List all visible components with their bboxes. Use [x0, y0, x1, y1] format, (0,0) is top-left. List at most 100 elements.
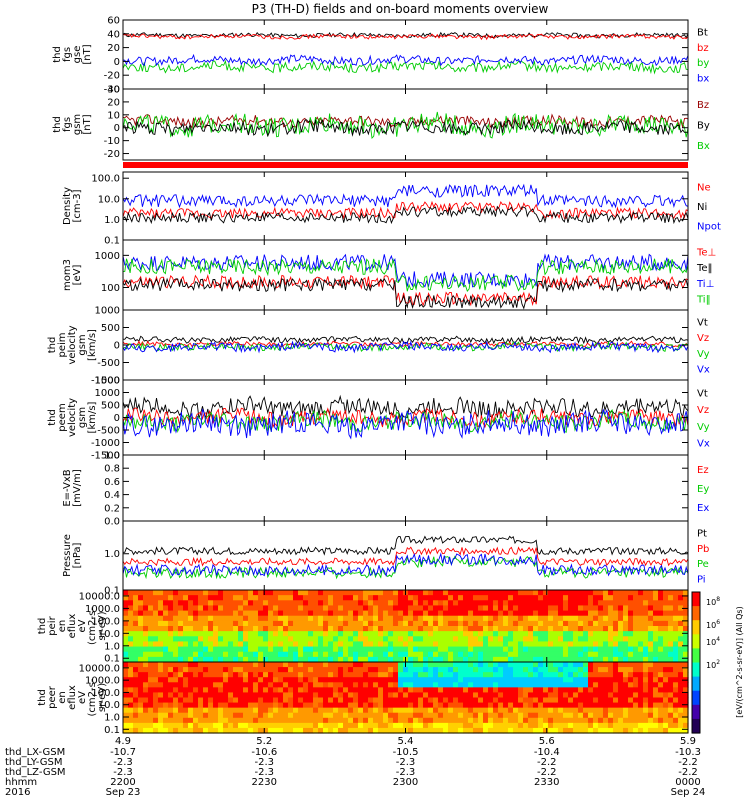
spectrogram-cell — [363, 697, 369, 704]
spectrogram-cell — [218, 600, 224, 607]
spectrogram-cell — [358, 697, 364, 704]
spectrogram-cell — [403, 682, 409, 688]
spectrogram-cell — [588, 636, 594, 643]
spectrogram-cell — [493, 697, 499, 704]
spectrogram-cell — [223, 615, 229, 622]
spectrogram-cell — [283, 692, 289, 699]
spectrogram-cell — [463, 712, 469, 719]
spectrogram-cell — [168, 727, 174, 734]
spectrogram-cell — [248, 631, 254, 637]
spectrogram-cell — [293, 641, 299, 648]
spectrogram-cell — [248, 600, 254, 607]
legend-entry: Vt — [697, 389, 708, 400]
spectrogram-cell — [193, 722, 199, 729]
spectrogram-cell — [348, 692, 354, 699]
spectrogram-cell — [628, 717, 634, 724]
spectrogram-cell — [593, 712, 599, 719]
y-label-line: velocity — [67, 325, 78, 364]
spectrogram-cell — [548, 646, 554, 653]
spectrogram-cell — [268, 687, 274, 694]
spectrogram-cell — [308, 692, 314, 699]
spectrogram-cell — [443, 646, 449, 653]
spectrogram-cell — [263, 672, 269, 678]
spectrogram-cell — [353, 712, 359, 719]
spectrogram-cell — [133, 615, 139, 622]
spectrogram-cell — [153, 692, 159, 699]
spectrogram-cell — [173, 692, 179, 699]
spectrogram-cell — [293, 605, 299, 612]
legend-entry: Vt — [697, 318, 708, 329]
spectrogram-cell — [278, 615, 284, 622]
spectrogram-cell — [638, 631, 644, 637]
spectrogram-cell — [533, 610, 539, 617]
y-tick-label: 0 — [114, 341, 120, 352]
spectrogram-cell — [518, 727, 524, 734]
spectrogram-cell — [663, 687, 669, 694]
y-label-line: Pressure — [62, 534, 73, 577]
spectrogram-cell — [348, 651, 354, 658]
spectrogram-cell — [193, 672, 199, 678]
spectrogram-cell — [303, 656, 309, 663]
spectrogram-cell — [233, 697, 239, 704]
colorbar-segment — [692, 620, 700, 635]
spectrogram-cell — [343, 677, 349, 683]
y-tick-label: 1.0 — [104, 549, 120, 560]
spectrogram-cell — [443, 707, 449, 714]
spectrogram-cell — [278, 590, 284, 596]
spectrogram-cell — [248, 656, 254, 663]
spectrogram-cell — [608, 641, 614, 648]
spectrogram-cell — [488, 605, 494, 612]
spectrogram-cell — [633, 646, 639, 653]
spectrogram-cell — [163, 687, 169, 694]
spectrogram-cell — [293, 727, 299, 734]
spectrogram-cell — [628, 631, 634, 637]
spectrogram-cell — [538, 595, 544, 601]
spectrogram-cell — [558, 651, 564, 658]
spectrogram-cell — [503, 600, 509, 607]
spectrogram-cell — [488, 656, 494, 663]
legend-entry: bz — [697, 43, 709, 54]
spectrogram-cell — [493, 636, 499, 643]
spectrogram-cell — [603, 687, 609, 694]
spectrogram-cell — [653, 667, 659, 673]
spectrogram-cell — [163, 677, 169, 683]
spectrogram-cell — [213, 615, 219, 622]
spectrogram-cell — [553, 651, 559, 658]
spectrogram-cell — [673, 662, 679, 668]
spectrogram-cell — [638, 722, 644, 729]
spectrogram-cell — [413, 707, 419, 714]
spectrogram-cell — [193, 600, 199, 607]
spectrogram-cell — [293, 615, 299, 622]
spectrogram-cell — [438, 646, 444, 653]
spectrogram-cell — [613, 631, 619, 637]
spectrogram-cell — [338, 697, 344, 704]
spectrogram-cell — [468, 651, 474, 658]
spectrogram-cell — [133, 656, 139, 663]
spectrogram-cell — [398, 626, 404, 632]
spectrogram-cell — [458, 702, 464, 709]
spectrogram-cell — [363, 722, 369, 729]
spectrogram-cell — [188, 712, 194, 719]
colorbar-tick-label: 102 — [706, 659, 720, 670]
spectrogram-cell — [633, 677, 639, 683]
spectrogram-cell — [508, 626, 514, 632]
spectrogram-cell — [368, 692, 374, 699]
spectrogram-cell — [238, 672, 244, 678]
spectrogram-cell — [233, 712, 239, 719]
spectrogram-cell — [398, 615, 404, 622]
spectrogram-cell — [123, 667, 129, 673]
spectrogram-cell — [558, 605, 564, 612]
spectrogram-cell — [538, 707, 544, 714]
spectrogram-cell — [298, 590, 304, 596]
spectrogram-cell — [273, 656, 279, 663]
spectrogram-cell — [603, 712, 609, 719]
spectrogram-cell — [208, 595, 214, 601]
spectrogram-cell — [683, 722, 689, 729]
spectrogram-cell — [633, 620, 639, 627]
spectrogram-cell — [528, 672, 534, 678]
y-axis-label: thd peem velocity gsm [km/s] — [47, 398, 98, 437]
spectrogram-cell — [543, 722, 549, 729]
spectrogram-cell — [578, 646, 584, 653]
spectrogram-cell — [583, 682, 589, 688]
